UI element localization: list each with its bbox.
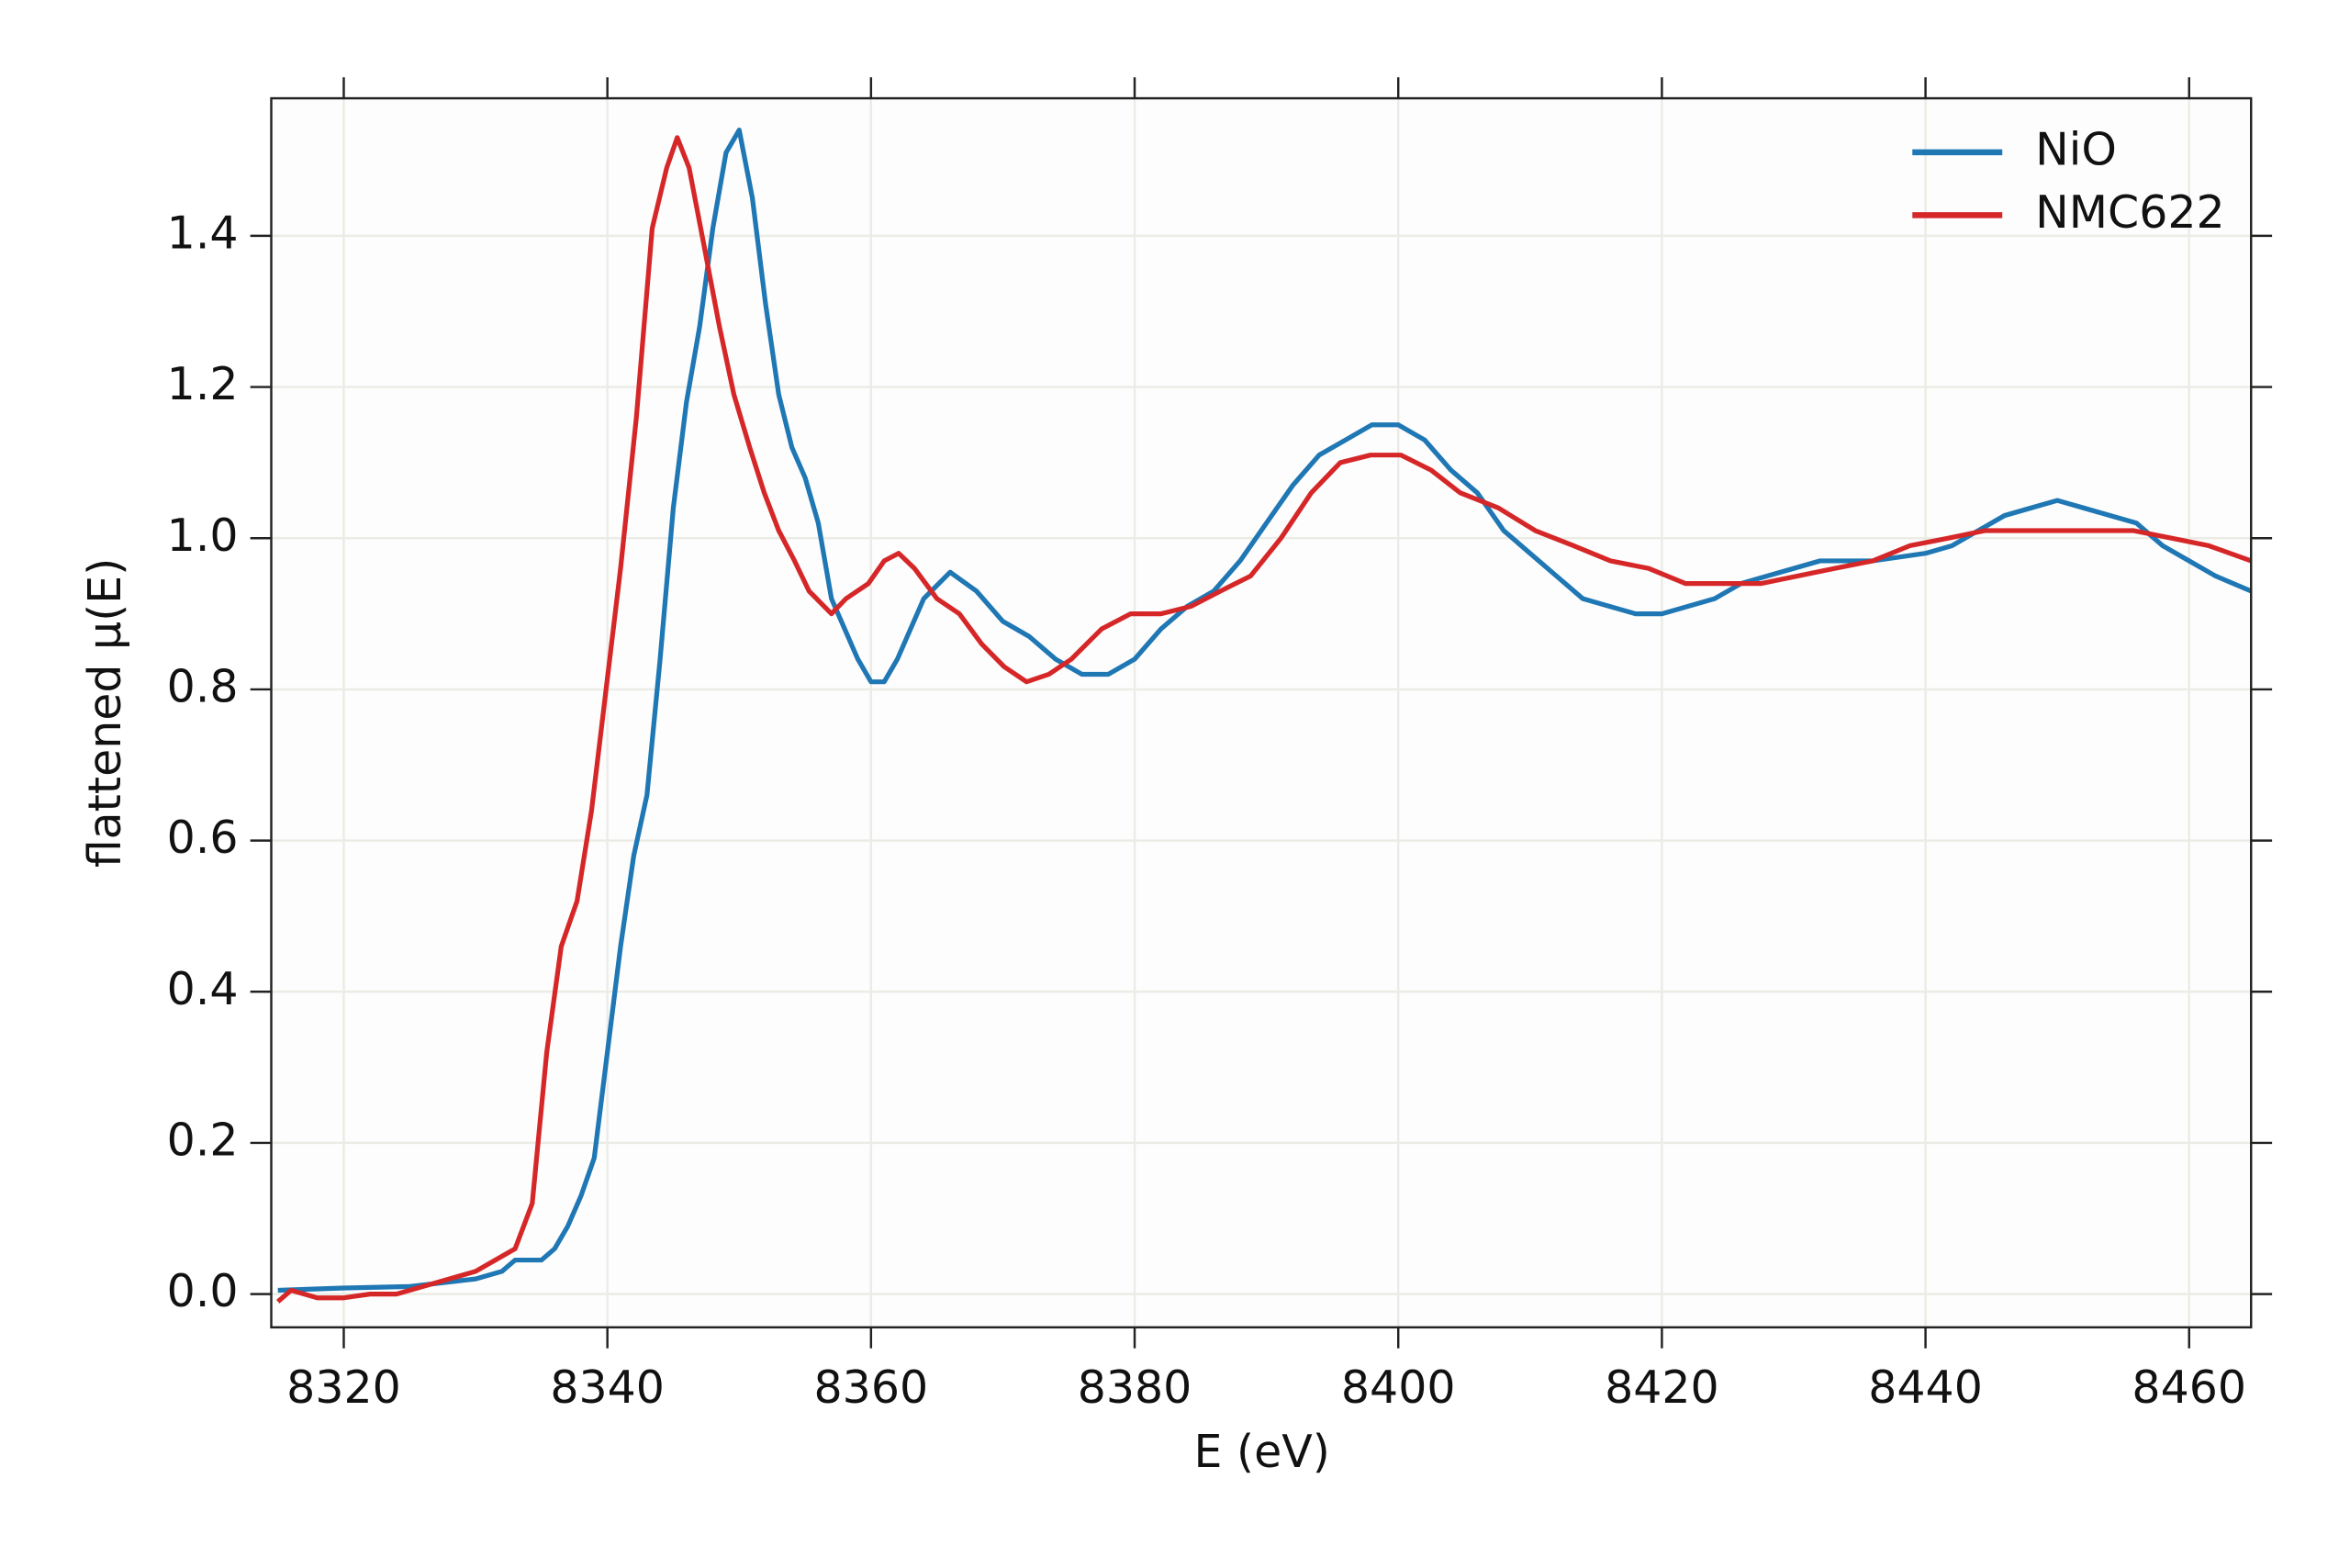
y-tick-label: 0.0 xyxy=(167,1265,239,1317)
x-tick-label: 8380 xyxy=(1078,1361,1192,1414)
y-tick-label: 1.4 xyxy=(167,207,239,259)
y-tick-label: 0.8 xyxy=(167,660,239,712)
x-tick-label: 8420 xyxy=(1605,1361,1719,1414)
data-line xyxy=(277,128,2252,1294)
y-tick-label: 1.0 xyxy=(167,510,239,562)
plot-frame xyxy=(270,96,2253,1329)
grid xyxy=(271,98,2252,1327)
x-tick-label: 8320 xyxy=(286,1361,401,1414)
x-tick-label: 8360 xyxy=(814,1361,929,1414)
data-line xyxy=(275,135,2252,1304)
legend-label: NMC622 xyxy=(2035,186,2225,239)
x-tick-label: 8340 xyxy=(550,1361,665,1414)
y-axis-label: flattened μ(E) xyxy=(79,558,131,868)
y-tick-label: 1.2 xyxy=(167,358,239,410)
x-axis-label: E (eV) xyxy=(1194,1426,1330,1478)
legend-label: NiO xyxy=(2035,123,2117,175)
x-tick-label: 8400 xyxy=(1341,1361,1456,1414)
y-tick-label: 0.6 xyxy=(167,812,239,864)
x-tick-label: 8460 xyxy=(2132,1361,2246,1414)
x-tick-label: 8440 xyxy=(1868,1361,1983,1414)
y-tick-label: 0.4 xyxy=(167,963,239,1015)
y-tick-label: 0.2 xyxy=(167,1114,239,1166)
